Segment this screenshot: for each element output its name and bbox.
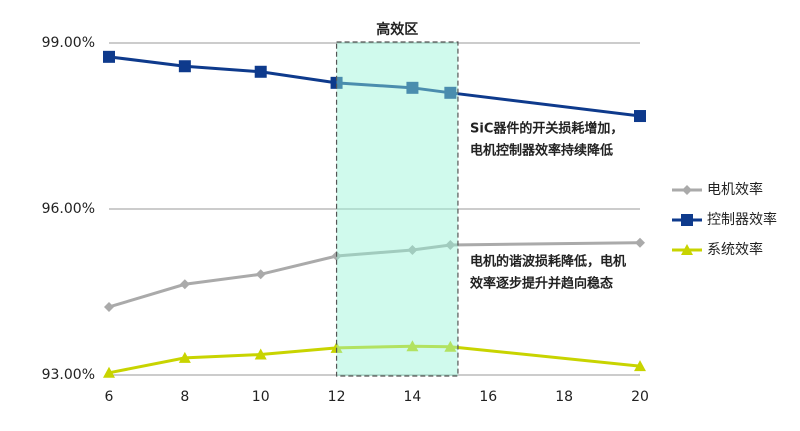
marker — [634, 110, 646, 123]
x-tick-label: 12 — [328, 389, 346, 405]
marker — [330, 341, 343, 353]
marker — [681, 214, 693, 226]
marker — [254, 65, 267, 78]
x-tick-label: 14 — [404, 389, 422, 405]
annotation: 电机控制器效率持续降低 — [470, 143, 613, 159]
marker — [103, 366, 115, 378]
x-tick-label: 18 — [555, 389, 573, 405]
y-tick-label: 99.00% — [42, 35, 95, 51]
marker — [634, 360, 646, 372]
highlight-region — [335, 41, 459, 377]
marker — [254, 348, 267, 360]
marker — [178, 351, 191, 363]
marker — [179, 279, 190, 290]
marker — [682, 185, 692, 195]
x-tick-label: 20 — [631, 389, 649, 405]
y-tick-label: 93.00% — [42, 367, 95, 383]
marker — [178, 60, 191, 73]
marker — [406, 340, 419, 352]
x-tick-label: 10 — [252, 389, 270, 405]
legend-label: 系统效率 — [707, 241, 763, 258]
marker — [681, 244, 693, 255]
annotation: 电机的谐波损耗降低，电机 — [470, 254, 626, 270]
marker — [104, 301, 114, 312]
annotation: SiC器件的开关损耗增加， — [470, 121, 623, 137]
marker — [445, 239, 456, 250]
highlight-label: 高效区 — [376, 21, 418, 38]
y-tick-label: 96.00% — [42, 201, 95, 217]
marker — [255, 269, 266, 280]
marker — [635, 237, 645, 248]
x-tick-label: 8 — [180, 389, 189, 405]
legend-label: 电机效率 — [707, 181, 763, 198]
legend-label: 控制器效率 — [707, 211, 777, 228]
marker — [406, 81, 419, 94]
marker — [330, 76, 343, 89]
marker — [407, 244, 418, 255]
x-tick-label: 6 — [105, 389, 114, 405]
x-tick-label: 16 — [479, 389, 497, 405]
marker — [103, 50, 115, 63]
marker — [444, 340, 457, 352]
annotation: 效率逐步提升并趋向稳态 — [470, 276, 613, 292]
marker — [444, 86, 457, 99]
